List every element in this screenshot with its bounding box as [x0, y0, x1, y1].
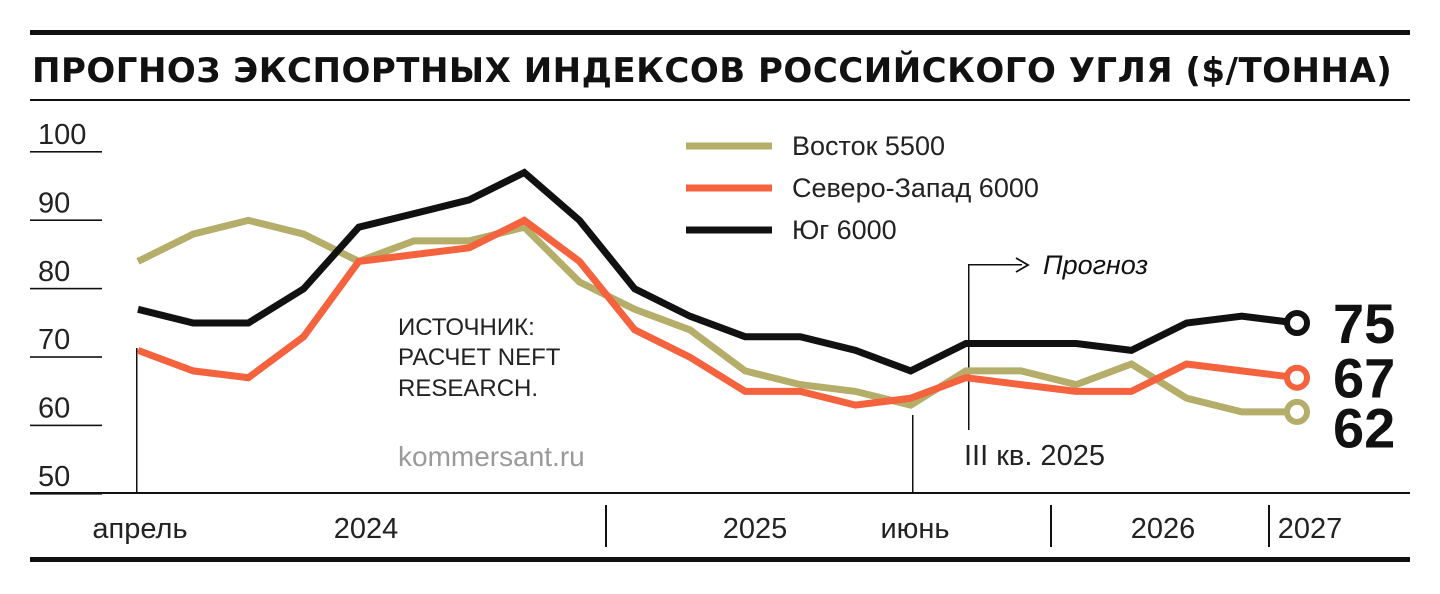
june-marker-line — [912, 415, 914, 492]
legend-label-2: Юг 6000 — [792, 215, 897, 245]
forecast-start-label: III кв. 2025 — [964, 440, 1105, 472]
legend-label-0: Восток 5500 — [792, 131, 945, 161]
y-tick-label-70: 70 — [38, 324, 70, 356]
x-label-2024: 2024 — [334, 513, 399, 545]
title-underline — [30, 99, 1410, 101]
y-tick-line-50 — [30, 493, 102, 495]
x-label-2025: 2025 — [723, 513, 788, 545]
source-line-1: ИСТОЧНИК: — [398, 314, 535, 341]
x-label-2027: 2027 — [1278, 513, 1343, 545]
y-tick-label-100: 100 — [38, 119, 86, 151]
y-tick-line-100 — [30, 151, 102, 153]
source-line-3: RESEARCH. — [398, 375, 538, 402]
top-rule — [30, 30, 1410, 35]
year-separator-2024-2025 — [605, 505, 607, 547]
forecast-arrow-shaft — [968, 264, 1022, 266]
y-tick-line-90 — [30, 219, 102, 221]
x-label-april: апрель — [92, 513, 187, 545]
y-tick-label-80: 80 — [38, 256, 70, 288]
forecast-arrow-head — [1015, 257, 1030, 273]
series-end-marker-0 — [1284, 398, 1310, 425]
y-tick-label-50: 50 — [38, 461, 70, 493]
legend-swatch-2 — [686, 226, 772, 234]
series-end-marker-2 — [1284, 310, 1310, 336]
y-tick-line-80 — [30, 287, 102, 290]
y-tick-line-60 — [30, 424, 102, 427]
series-line-0 — [136, 216, 1297, 416]
y-tick-line-70 — [30, 356, 102, 358]
y-axis: 100 90 80 70 60 50 — [30, 119, 102, 495]
year-separator-2026-2027 — [1268, 505, 1270, 547]
series-end-marker-1 — [1284, 364, 1310, 391]
y-tick-label-90: 90 — [38, 187, 70, 219]
legend-label-1: Северо-Запад 6000 — [792, 173, 1039, 203]
legend: Восток 5500 Северо-Запад 6000 Юг 6000 — [686, 131, 1039, 245]
year-separator-2025-2026 — [1050, 505, 1052, 547]
source-note: ИСТОЧНИК: РАСЧЕТ NEFT RESEARCH. — [398, 314, 561, 402]
chart-title: ПРОГНОЗ ЭКСПОРТНЫХ ИНДЕКСОВ РОССИЙСКОГО … — [32, 50, 1392, 91]
site-credit: kommersant.ru — [398, 441, 585, 472]
bottom-rule — [30, 557, 1410, 562]
source-line-2: РАСЧЕТ NEFT — [398, 344, 561, 371]
series-line-1 — [136, 216, 1298, 409]
forecast-marker: Прогноз III кв. 2025 — [964, 250, 1148, 472]
y-tick-label-60: 60 — [38, 393, 70, 425]
end-label-0: 62 — [1333, 397, 1395, 460]
x-axis-line — [30, 492, 1410, 494]
april-marker-line — [136, 348, 138, 492]
series-line-2 — [137, 168, 1298, 375]
legend-swatch-1 — [686, 184, 772, 192]
series-layer — [136, 168, 1310, 425]
end-label-1: 67 — [1333, 347, 1395, 410]
x-axis: апрель 2024 2025 июнь 2026 2027 — [92, 505, 1342, 547]
legend-swatch-0 — [686, 142, 772, 150]
forecast-label: Прогноз — [1043, 250, 1148, 280]
x-label-2026: 2026 — [1131, 513, 1196, 545]
x-label-june: июнь — [880, 513, 949, 545]
end-label-2: 75 — [1333, 292, 1395, 355]
